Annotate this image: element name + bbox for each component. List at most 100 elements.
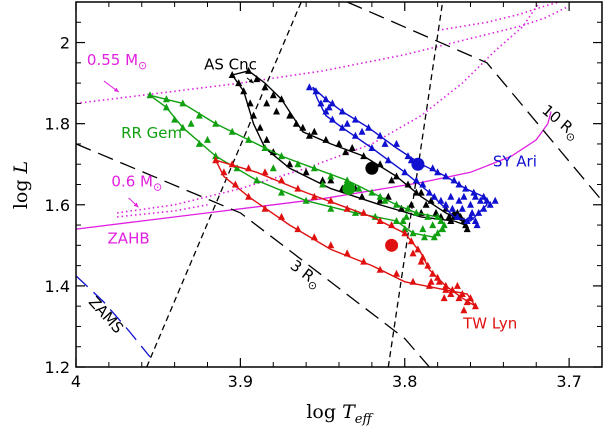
point-rr-gem	[294, 160, 302, 168]
point-rr-gem	[381, 196, 389, 204]
point-as-cnc	[263, 135, 271, 143]
point-rr-gem	[212, 152, 220, 160]
point-as-cnc	[256, 123, 264, 131]
point-sy-ari	[460, 192, 468, 200]
series-rr-gem	[146, 91, 448, 241]
reference-lines	[76, 2, 602, 367]
point-sy-ari	[467, 212, 474, 220]
point-rr-gem	[434, 212, 442, 220]
point-rr-gem	[430, 233, 438, 241]
point-rr-gem	[187, 119, 195, 127]
point-tw-lyn	[261, 168, 269, 176]
mean-point-tw-lyn	[385, 238, 399, 252]
point-rr-gem	[233, 164, 241, 172]
x-axis-label-sub: eff	[355, 412, 375, 427]
point-tw-lyn	[440, 294, 448, 302]
annotation-text: TW Lyn	[462, 314, 517, 332]
annotation-zams: ZAMS	[85, 293, 127, 337]
point-sy-ari	[338, 107, 346, 115]
point-as-cnc	[404, 180, 412, 188]
line-0-55-msun-track-b	[437, 2, 560, 32]
point-tw-lyn	[376, 217, 384, 224]
point-as-cnc	[305, 131, 313, 139]
y-axis-label-base: log	[10, 173, 32, 209]
point-rr-gem	[376, 192, 384, 200]
point-sy-ari	[437, 196, 445, 204]
x-tick-label: 3.7	[556, 372, 581, 391]
point-rr-gem	[327, 172, 335, 180]
point-sy-ari	[393, 139, 400, 147]
point-as-cnc	[253, 75, 261, 83]
point-tw-lyn	[360, 257, 368, 265]
annotation-text: ZAMS	[85, 293, 127, 337]
point-as-cnc	[453, 208, 461, 216]
line-instability-strip-blue-edge	[146, 2, 302, 367]
point-rr-gem	[253, 176, 261, 184]
point-tw-lyn	[435, 277, 443, 285]
point-rr-gem	[245, 135, 253, 143]
y-tick-label: 2	[60, 34, 70, 53]
point-as-cnc	[273, 107, 280, 115]
line-0-6-msun-track-b	[117, 204, 208, 218]
y-tick-label: 1.4	[45, 277, 70, 296]
point-sy-ari	[480, 204, 488, 212]
point-tw-lyn	[453, 281, 461, 289]
point-sy-ari	[462, 184, 470, 192]
point-rr-gem	[424, 212, 432, 220]
point-as-cnc	[261, 83, 269, 91]
annotation-text: 0.55 M	[87, 51, 138, 69]
point-rr-gem	[355, 184, 363, 192]
line-0-6-msun-track	[116, 2, 541, 214]
arrow-head	[113, 87, 119, 93]
point-sy-ari	[376, 131, 384, 139]
point-tw-lyn	[414, 245, 422, 253]
annotation-subscript: ⊙	[138, 59, 147, 72]
point-sy-ari	[467, 200, 474, 208]
star-series	[146, 66, 499, 314]
annotation-tw-lyn: TW Lyn	[462, 314, 517, 332]
point-as-cnc	[269, 91, 277, 99]
point-tw-lyn	[409, 277, 417, 285]
point-sy-ari	[343, 119, 351, 127]
y-tick-label: 1.2	[45, 358, 70, 377]
annotation-0-6-m: 0.6 M⊙	[111, 173, 162, 194]
point-rr-gem	[146, 91, 154, 99]
point-tw-lyn	[278, 176, 285, 184]
point-tw-lyn	[447, 290, 455, 297]
point-tw-lyn	[424, 261, 432, 269]
point-rr-gem	[302, 196, 310, 204]
annotation-as-cnc: AS Cnc	[204, 56, 257, 74]
annotation-0-55-m: 0.55 M⊙	[87, 51, 147, 72]
point-sy-ari	[442, 172, 450, 180]
point-as-cnc	[245, 66, 253, 74]
point-rr-gem	[310, 164, 318, 172]
point-as-cnc	[384, 192, 392, 200]
point-as-cnc	[376, 160, 384, 168]
point-rr-gem	[179, 99, 187, 107]
point-sy-ari	[412, 176, 420, 184]
point-tw-lyn	[376, 265, 384, 273]
point-sy-ari	[448, 204, 456, 212]
x-axis-label-var: T	[342, 401, 356, 423]
y-axis-label-var: L	[10, 161, 32, 175]
point-tw-lyn	[310, 233, 318, 241]
annotation-text: SY Ari	[493, 153, 537, 171]
point-sy-ari	[491, 196, 499, 204]
point-tw-lyn	[294, 184, 302, 192]
point-tw-lyn	[343, 249, 351, 257]
point-tw-lyn	[245, 192, 253, 200]
annotation-3-r: 3 R⊙	[285, 256, 325, 293]
point-sy-ari	[419, 180, 427, 188]
annotation-text: AS Cnc	[204, 56, 257, 74]
point-as-cnc	[422, 200, 430, 208]
point-sy-ari	[442, 200, 450, 208]
series-sy-ari	[305, 83, 499, 229]
point-as-cnc	[327, 176, 335, 184]
point-as-cnc	[398, 204, 405, 212]
point-sy-ari	[401, 168, 409, 176]
point-rr-gem	[261, 144, 269, 151]
point-as-cnc	[246, 99, 254, 107]
y-tick-label: 1.8	[45, 115, 70, 134]
